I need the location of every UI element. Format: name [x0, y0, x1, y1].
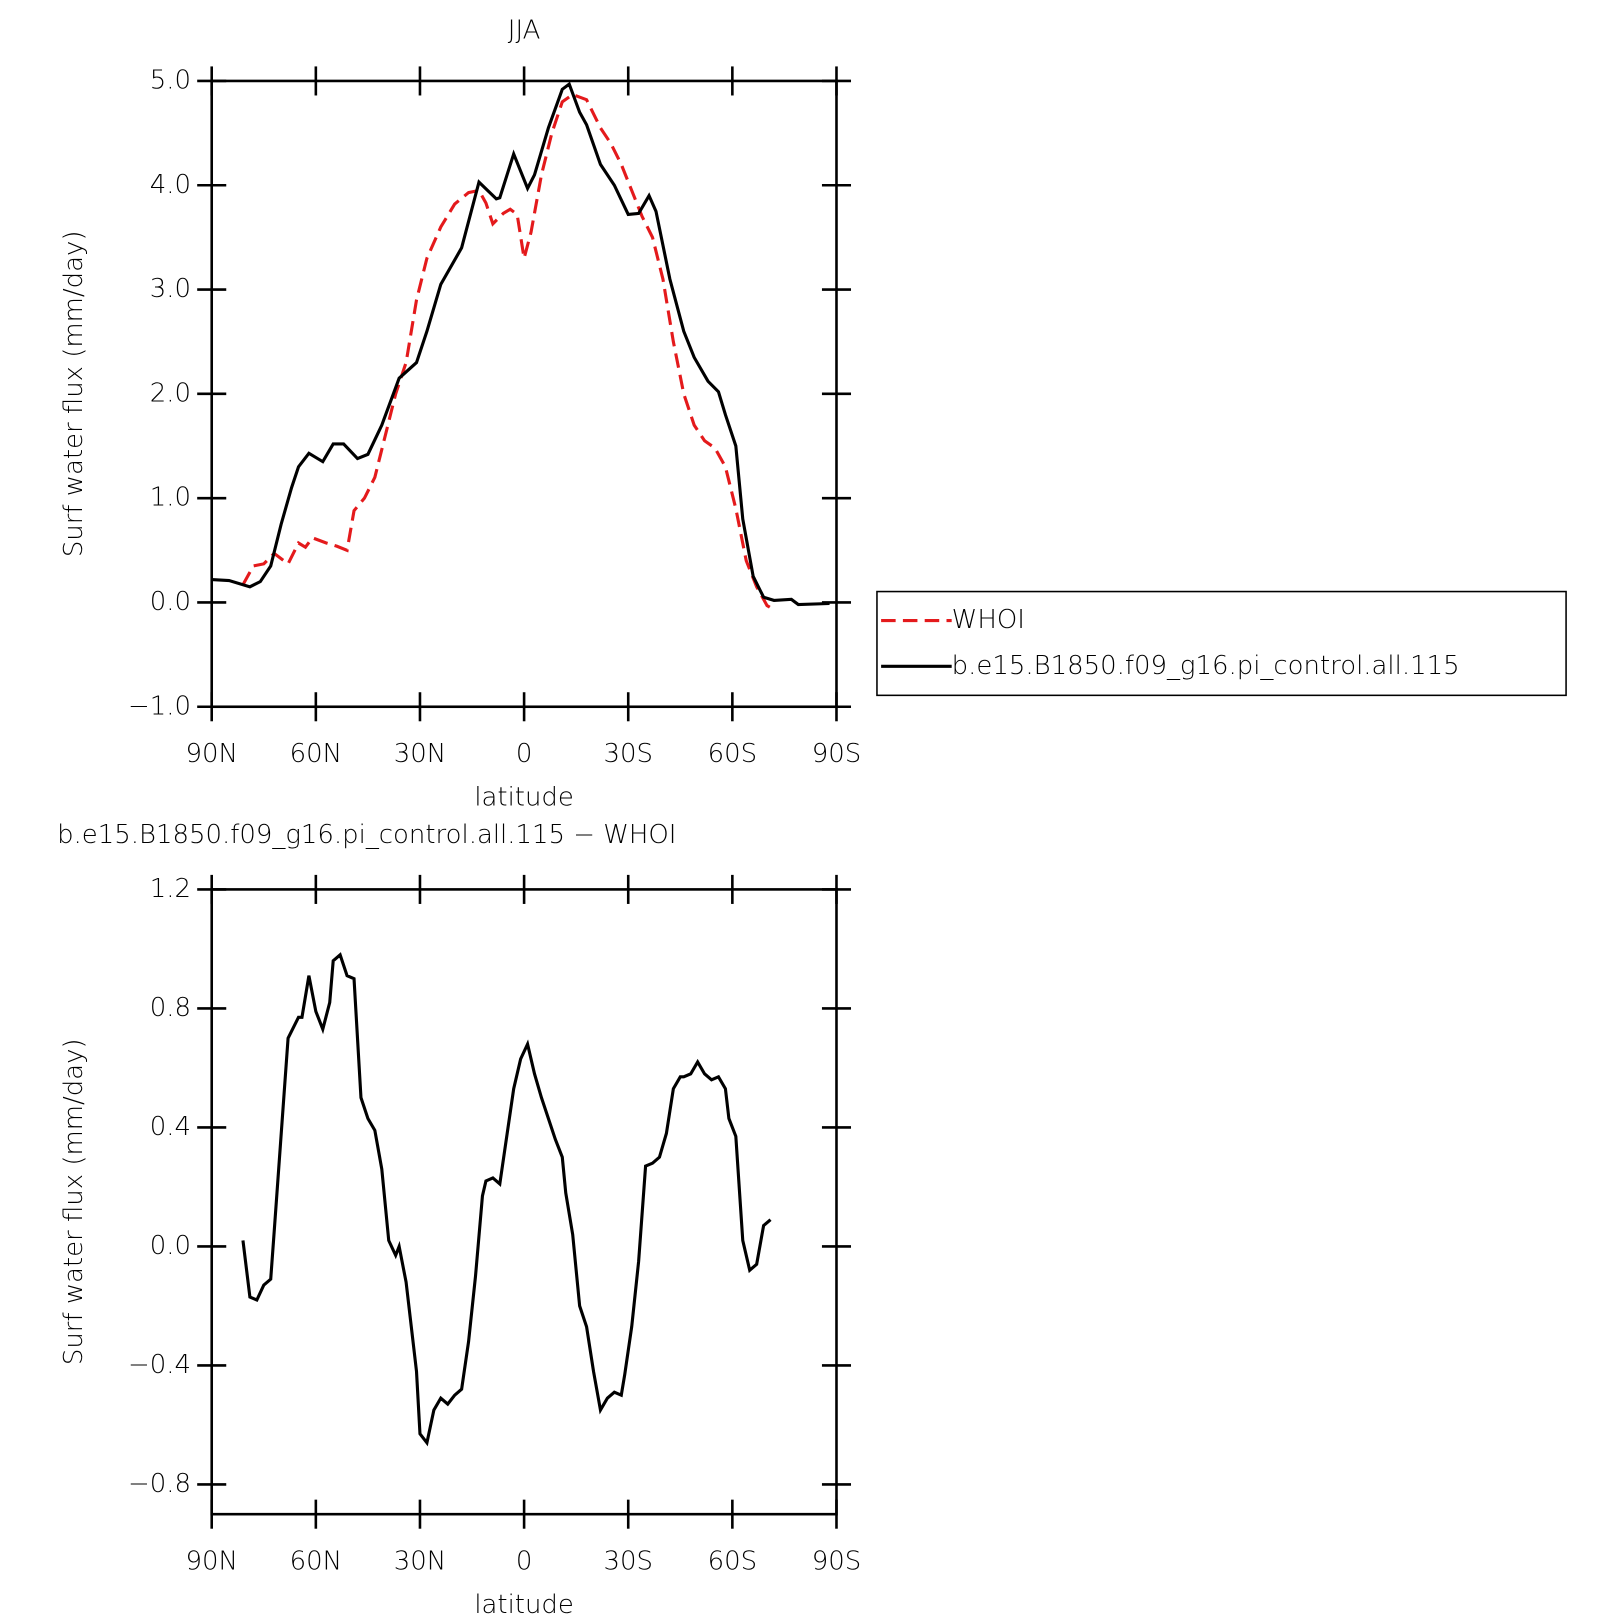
chart-title: b.e15.B1850.f09_g16.pi_control.all.115 −…	[57, 820, 676, 850]
y-tick-label: −0.8	[128, 1469, 191, 1499]
data-line	[241, 92, 775, 612]
y-tick-label: 3.0	[150, 274, 191, 304]
x-tick-label: 60S	[708, 739, 757, 769]
y-tick-label: −0.4	[128, 1350, 191, 1380]
legend-label: b.e15.B1850.f09_g16.pi_control.all.115	[952, 651, 1460, 681]
y-tick-label: 0.4	[150, 1112, 191, 1142]
x-tick-label: 90S	[812, 1546, 861, 1576]
x-tick-label: 90N	[186, 739, 238, 769]
plot-frame	[210, 79, 838, 709]
y-tick-label: 1.2	[150, 874, 191, 904]
x-axis-label: latitude	[474, 783, 574, 813]
y-tick-label: 0.0	[150, 587, 191, 617]
x-tick-label: 30S	[603, 739, 652, 769]
x-tick-label: 30N	[394, 739, 446, 769]
y-tick-label: 1.0	[150, 483, 191, 513]
y-tick-label: 5.0	[150, 65, 191, 95]
x-tick-label: 90N	[186, 1546, 238, 1576]
x-tick-label: 90S	[812, 739, 861, 769]
x-tick-label: 60S	[708, 1546, 757, 1576]
chart-title: JJA	[508, 16, 541, 46]
y-axis-label: Surf water flux (mm/day)	[59, 231, 89, 558]
x-tick-label: 60N	[290, 1546, 342, 1576]
x-tick-label: 0	[516, 739, 533, 769]
y-tick-label: 4.0	[150, 170, 191, 200]
x-tick-label: 0	[516, 1546, 533, 1576]
x-tick-label: 30S	[603, 1546, 652, 1576]
data-line	[241, 952, 772, 1447]
y-tick-label: 0.0	[150, 1231, 191, 1261]
x-tick-label: 30N	[394, 1546, 446, 1576]
data-line	[211, 81, 830, 607]
legend-label: WHOI	[952, 605, 1025, 635]
y-axis-label: Surf water flux (mm/day)	[59, 1038, 89, 1365]
y-tick-label: 0.8	[150, 993, 191, 1023]
y-tick-label: −1.0	[128, 691, 191, 721]
x-axis-label: latitude	[474, 1590, 574, 1619]
x-tick-label: 60N	[290, 739, 342, 769]
plot-frame	[210, 888, 838, 1516]
y-tick-label: 2.0	[150, 378, 191, 408]
legend-box	[876, 590, 1567, 697]
